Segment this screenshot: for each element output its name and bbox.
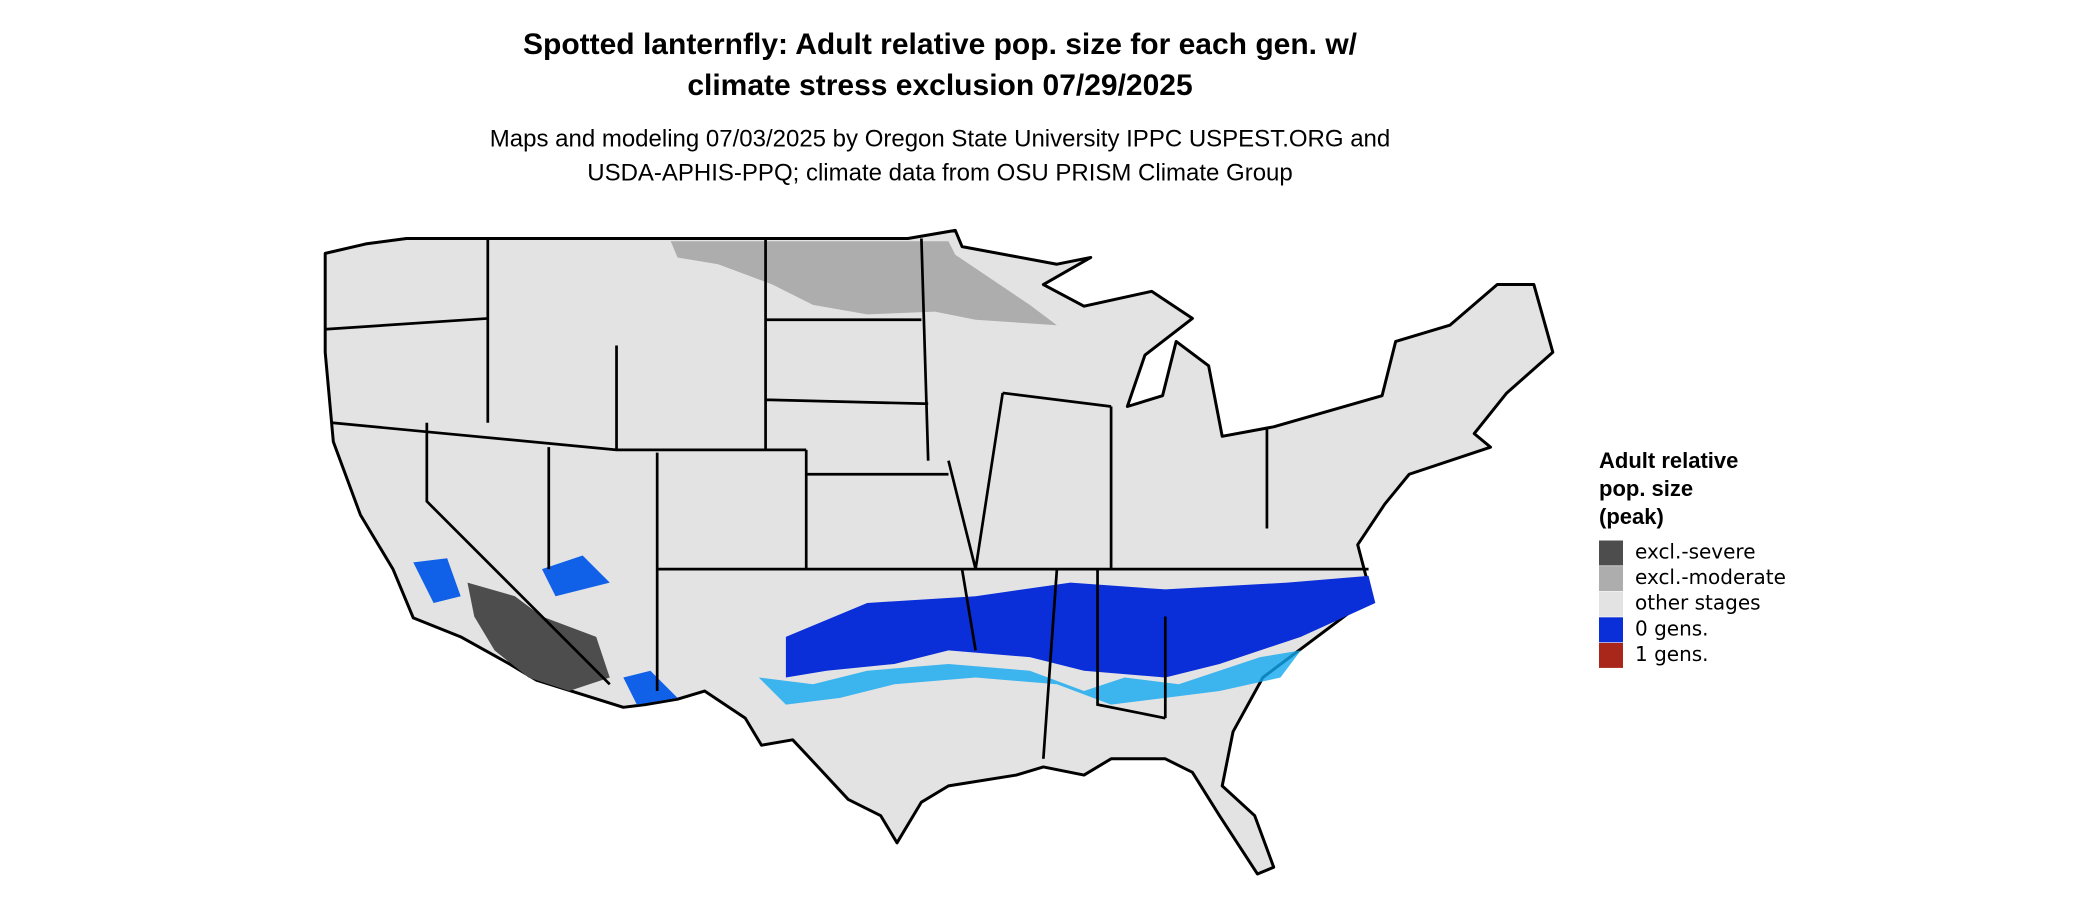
subtitle: Maps and modeling 07/03/2025 by Oregon S… <box>490 125 1390 152</box>
title: climate stress exclusion 07/29/2025 <box>687 69 1192 102</box>
legend-swatch <box>1599 642 1623 668</box>
legend-swatch <box>1599 591 1623 617</box>
legend-label: excl.-severe <box>1635 540 1756 564</box>
subtitle: USDA-APHIS-PPQ; climate data from OSU PR… <box>587 159 1293 186</box>
us-map <box>323 228 1555 876</box>
state-borders <box>325 238 1369 759</box>
legend-title: (peak) <box>1599 504 1664 529</box>
legend-label: other stages <box>1635 591 1761 615</box>
us-outline <box>323 228 1555 876</box>
legend-label: 1 gens. <box>1635 642 1709 666</box>
legend-title: Adult relative <box>1599 448 1738 473</box>
legend-label: excl.-moderate <box>1635 565 1786 589</box>
legend-swatch <box>1599 566 1623 592</box>
legend-title: pop. size <box>1599 476 1693 501</box>
legend: Adult relative pop. size (peak) excl.-sever… <box>1599 448 1786 668</box>
zero-gens-band <box>785 575 1376 678</box>
legend-swatch <box>1599 540 1623 566</box>
legend-label: 0 gens. <box>1635 616 1709 640</box>
zero-gens-west <box>413 555 678 705</box>
legend-swatch <box>1599 617 1623 643</box>
excl-severe-area <box>467 582 610 692</box>
excl-moderate-area <box>670 241 1057 326</box>
title: Spotted lanternfly: Adult relative pop. … <box>523 28 1358 61</box>
